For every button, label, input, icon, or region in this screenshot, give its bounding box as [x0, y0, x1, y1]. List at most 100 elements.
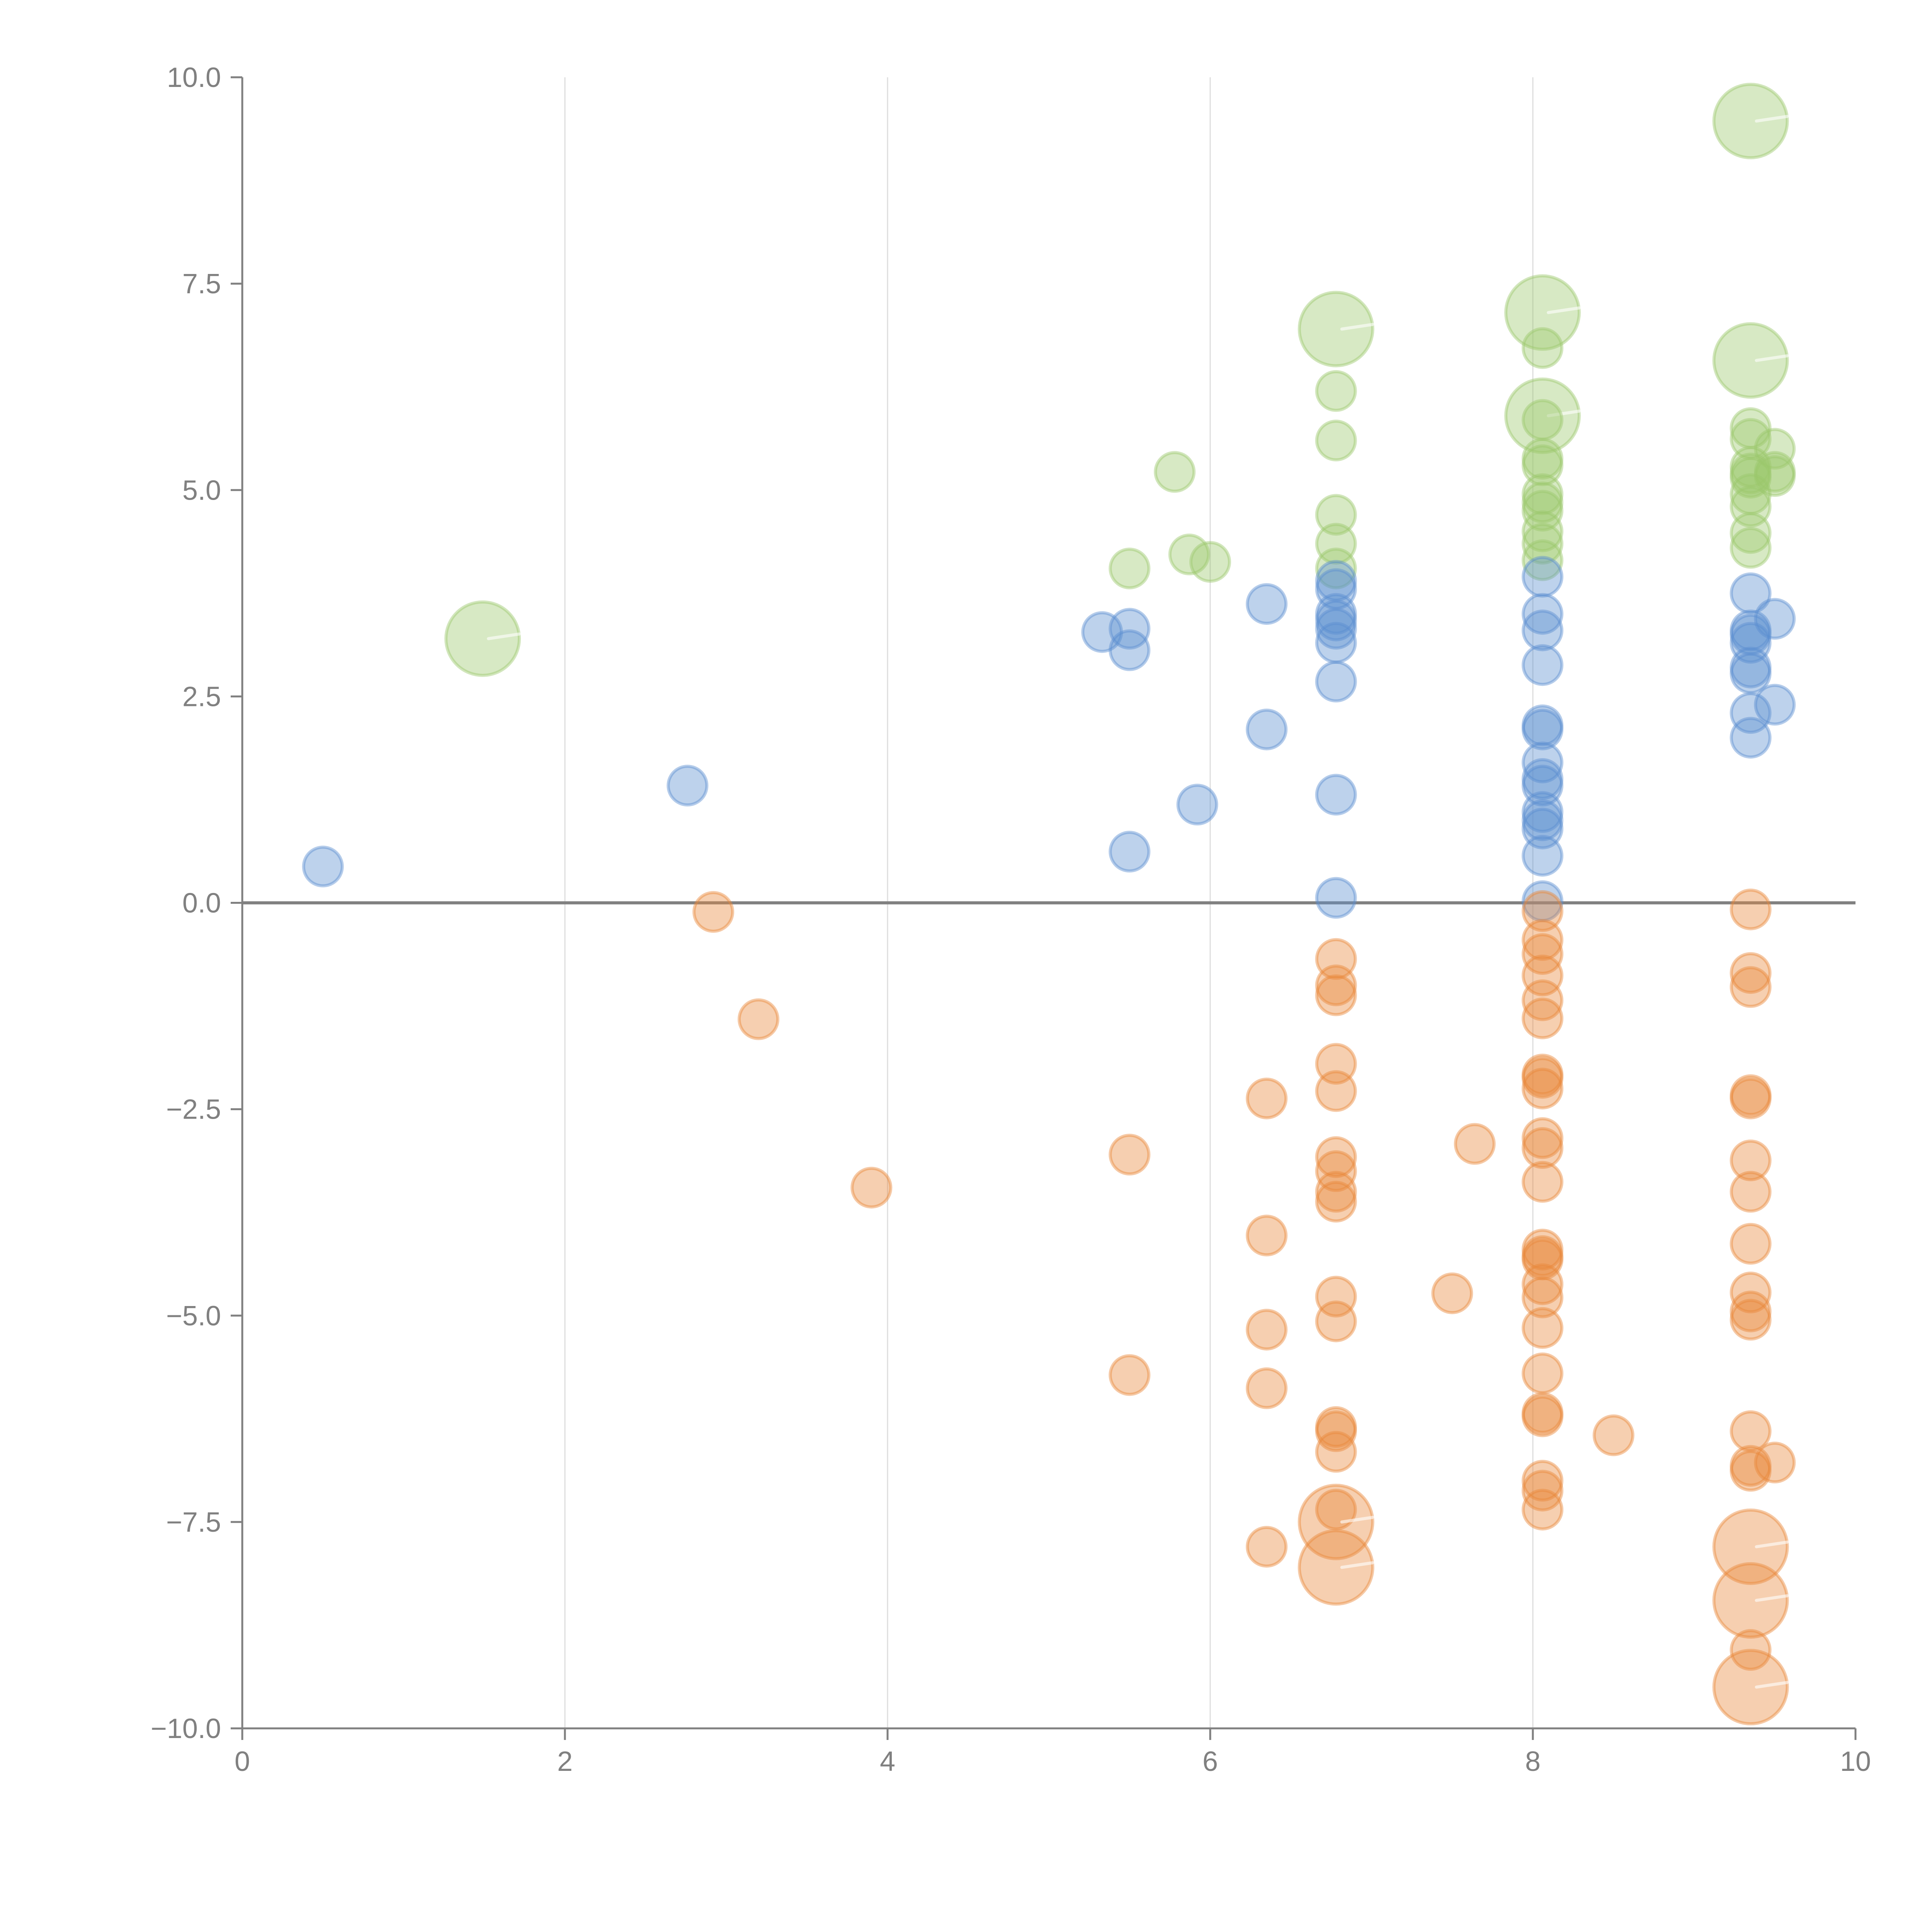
data-point-green — [1730, 485, 1772, 527]
data-point-orange — [1315, 1410, 1357, 1452]
data-point-orange — [1522, 1235, 1564, 1277]
data-point-orange — [1730, 888, 1772, 930]
data-point-green — [444, 600, 521, 677]
data-point-blue — [1522, 556, 1564, 598]
data-point-orange — [1522, 1228, 1564, 1270]
data-point-green — [1189, 541, 1231, 583]
data-point-blue — [1730, 609, 1772, 651]
data-point-orange — [1522, 1068, 1564, 1110]
y-tick-label: 2.5 — [182, 681, 221, 712]
data-point-orange — [1730, 1450, 1772, 1492]
data-point-green — [1730, 512, 1772, 554]
data-point-orange — [1315, 1488, 1357, 1531]
data-point-blue — [1730, 652, 1772, 694]
data-point-orange — [1315, 1070, 1357, 1112]
data-point-orange — [1522, 954, 1564, 997]
data-point-green — [1522, 523, 1564, 565]
data-point-green — [1712, 322, 1789, 399]
data-point-orange — [1522, 1392, 1564, 1434]
x-tick-label: 6 — [1202, 1746, 1218, 1777]
data-point-orange — [850, 1167, 893, 1209]
data-point-green — [1730, 473, 1772, 515]
data-point-orange — [1246, 1214, 1288, 1257]
label-leader-line — [1340, 323, 1374, 331]
data-point-orange — [1522, 1395, 1564, 1437]
data-point-blue — [1522, 808, 1564, 850]
data-point-blue — [1109, 831, 1151, 873]
data-point-orange — [1712, 1649, 1789, 1726]
data-point-blue — [1754, 598, 1796, 640]
data-point-blue — [1315, 660, 1357, 702]
data-point-orange — [1522, 1161, 1564, 1203]
data-point-orange — [1522, 1352, 1564, 1395]
data-point-blue — [1315, 774, 1357, 816]
data-point-blue — [1081, 611, 1123, 653]
data-point-green — [1315, 370, 1357, 412]
y-tick-label: 10.0 — [167, 62, 221, 93]
data-point-orange — [1730, 1077, 1772, 1119]
data-point-orange — [1522, 919, 1564, 961]
data-point-green — [1522, 327, 1564, 369]
data-point-orange — [1712, 1562, 1789, 1639]
data-point-orange — [1522, 979, 1564, 1021]
data-point-green — [1754, 455, 1796, 497]
data-point-green — [1522, 438, 1564, 480]
data-point-blue — [1109, 629, 1151, 671]
data-point-blue — [1522, 791, 1564, 833]
data-point-orange — [1730, 1171, 1772, 1213]
data-point-orange — [1315, 1043, 1357, 1085]
data-point-green — [1315, 420, 1357, 462]
data-point-blue — [1730, 622, 1772, 664]
tick-labels: −10.0 −7.5 −5.0 −2.5 0.0 2.5 5.0 7.5 10.0 0 2 4 6 8 10 — [151, 62, 1871, 1777]
label-leader-line — [1340, 1515, 1374, 1524]
data-point-green — [1315, 523, 1357, 565]
data-point-orange — [1754, 1442, 1796, 1484]
data-point-orange — [1712, 1508, 1789, 1585]
data-point-orange — [1730, 1410, 1772, 1452]
data-point-green — [1522, 510, 1564, 553]
y-tick-label: 0.0 — [182, 888, 221, 919]
x-tick-label: 10 — [1840, 1746, 1871, 1777]
data-point-green — [1522, 473, 1564, 515]
x-tick-label: 4 — [880, 1746, 895, 1777]
data-point-blue — [1522, 704, 1564, 747]
y-tick-label: 7.5 — [182, 269, 221, 299]
data-point-blue — [1109, 608, 1151, 650]
data-point-orange — [1522, 1469, 1564, 1512]
data-point-orange — [1454, 1123, 1496, 1165]
data-point-green — [1315, 494, 1357, 536]
data-point-orange — [738, 998, 779, 1040]
data-point-orange — [1730, 1299, 1772, 1341]
data-point-orange — [1522, 890, 1564, 932]
x-tick-label: 8 — [1525, 1746, 1541, 1777]
data-point-blue — [1730, 692, 1772, 734]
data-point-orange — [1522, 1263, 1564, 1305]
data-point-blue — [1730, 614, 1772, 656]
data-point-orange — [1522, 1057, 1564, 1099]
data-point-blue — [1522, 835, 1564, 877]
data-point-green — [1504, 274, 1581, 351]
data-point-orange — [1730, 1629, 1772, 1671]
data-point-orange — [1315, 1406, 1357, 1448]
data-point-green — [1522, 490, 1564, 532]
data-point-green — [1522, 481, 1564, 524]
data-point-orange — [1109, 1134, 1151, 1176]
data-point-green — [1168, 533, 1210, 575]
label-leader-line — [1547, 306, 1581, 314]
data-point-orange — [1522, 1307, 1564, 1349]
data-point-orange — [1730, 952, 1772, 994]
data-point-orange — [1522, 1127, 1564, 1169]
data-point-blue — [1315, 608, 1357, 650]
data-point-green — [1154, 451, 1196, 493]
data-point-orange — [1246, 1526, 1288, 1568]
data-point-blue — [1522, 609, 1564, 651]
axes — [231, 76, 1857, 1740]
label-leader-line — [1755, 115, 1789, 123]
data-point-orange — [1246, 1077, 1288, 1119]
data-point-green — [1522, 444, 1564, 486]
data-point-blue — [1522, 765, 1564, 807]
data-point-blue — [1315, 622, 1357, 664]
data-point-orange — [1315, 1136, 1357, 1178]
data-point-green — [1754, 428, 1796, 470]
data-point-green — [1730, 418, 1772, 460]
